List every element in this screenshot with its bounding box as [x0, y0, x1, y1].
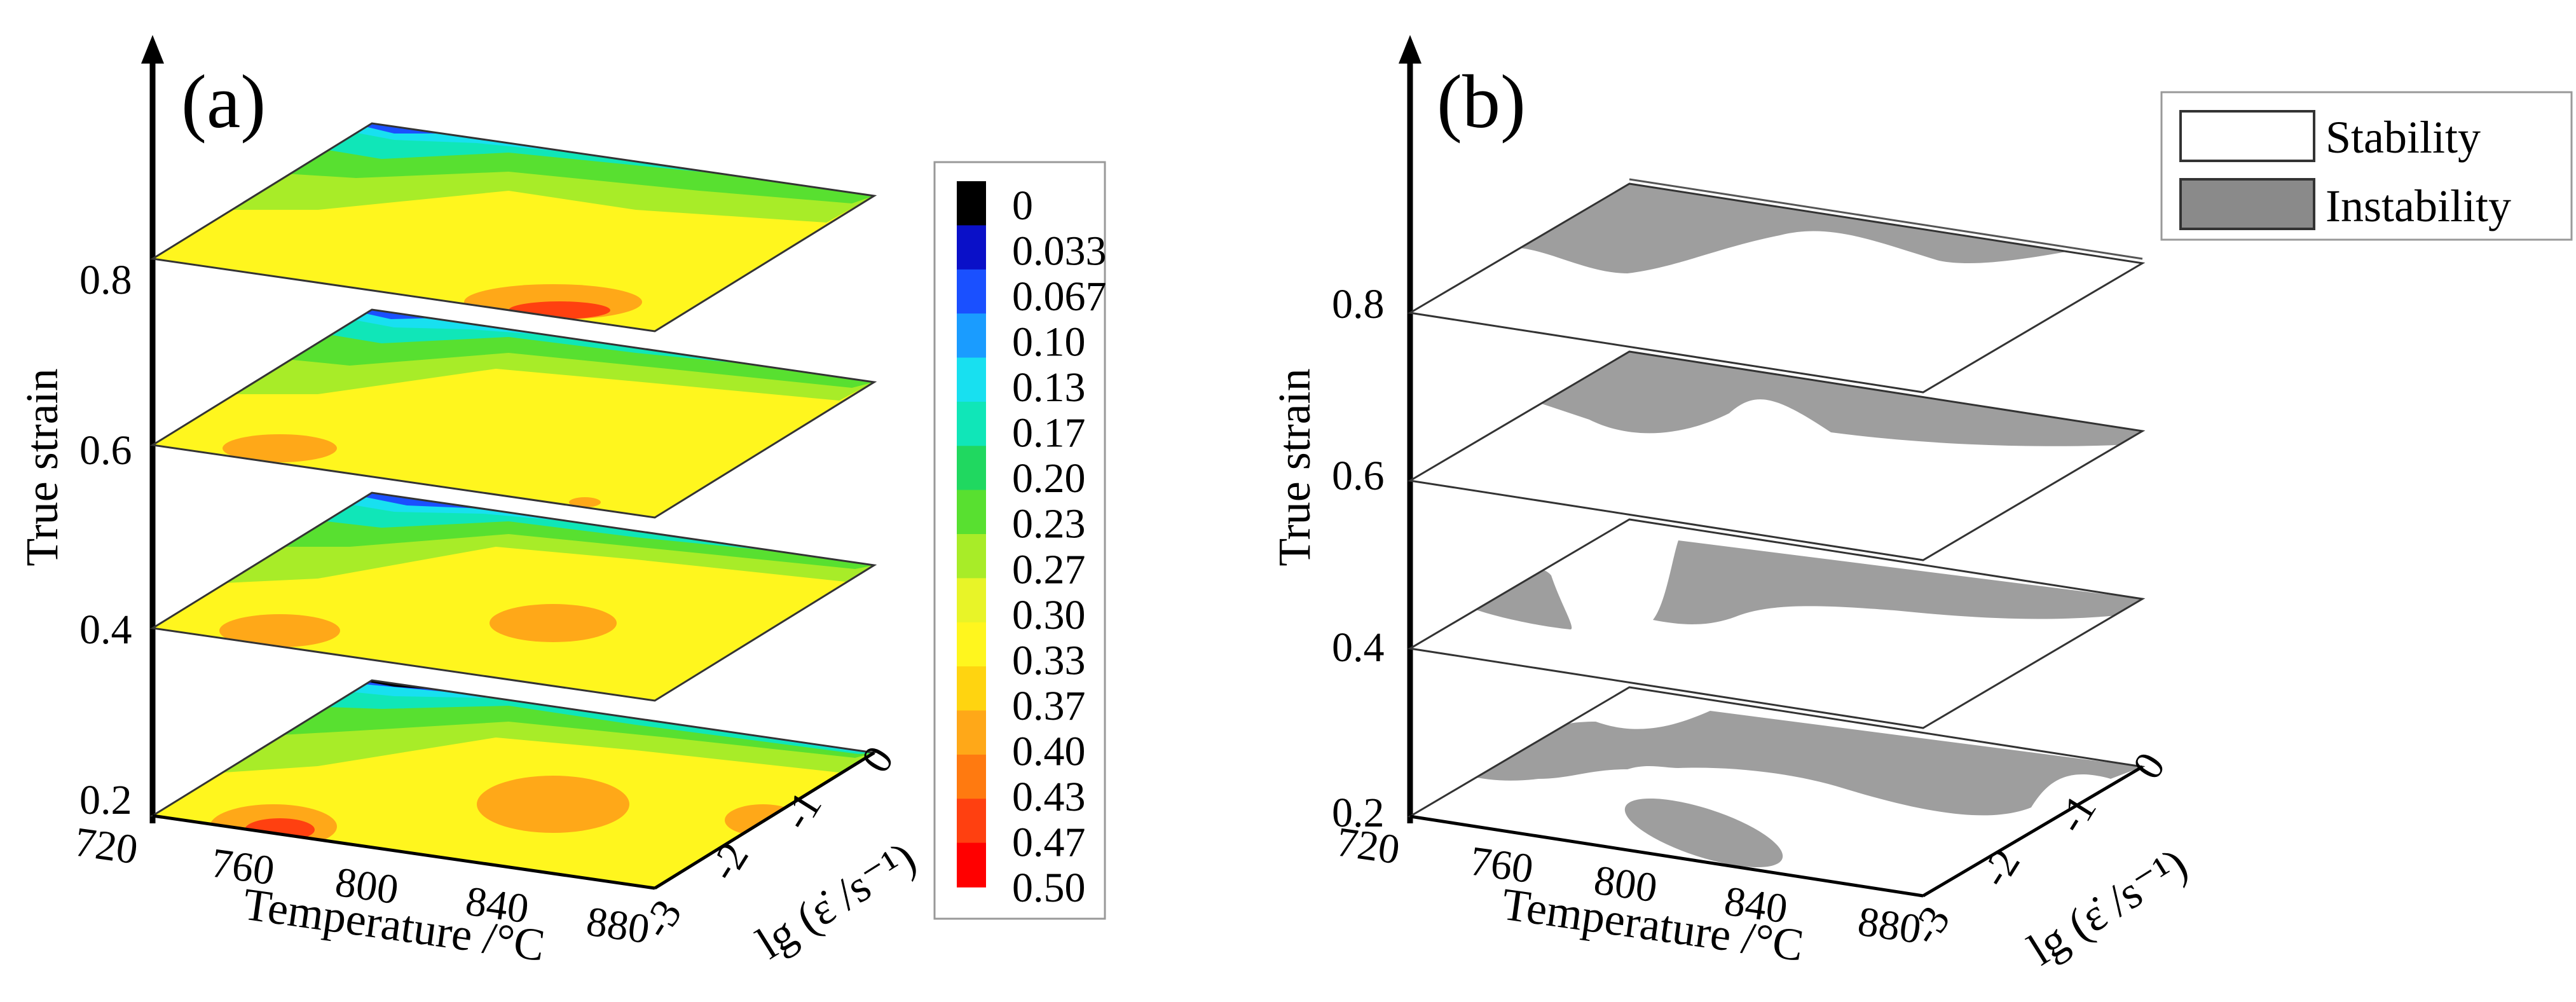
colorbar-swatch: [957, 666, 986, 711]
panel-a-plane-08-edge: [149, 122, 877, 333]
legend-label-stability: Stability: [2326, 112, 2481, 163]
panel-a-ztick-02: 0.2: [79, 777, 132, 823]
colorbar-label: 0.37: [1012, 683, 1086, 729]
panel-a-ylabel: lg (ε̇ /s⁻¹): [748, 832, 924, 969]
panel-b-plane-08: [1410, 184, 2142, 392]
panel-b-plane-08-edge: [1407, 182, 2146, 394]
panel-b-xtick-800: 800: [1591, 857, 1660, 912]
panel-b-ztick-02: 0.2: [1332, 790, 1385, 836]
colorbar-label: 0.23: [1012, 501, 1086, 547]
panel-b-xtick-760: 760: [1467, 838, 1536, 893]
legend-swatch-stability: [2179, 110, 2315, 162]
panel-b-y-axis-line: [1922, 765, 2144, 898]
colorbar-swatch: [957, 490, 986, 535]
panel-b-plane-06: [1410, 352, 2142, 560]
colorbar-swatches: [957, 181, 986, 888]
colorbar-label: 0.33: [1012, 637, 1086, 683]
colorbar-label: 0.067: [1012, 273, 1107, 320]
colorbar-swatch: [957, 181, 986, 226]
colorbar-label: 0.47: [1012, 820, 1086, 866]
panel-b-x-axis-line: [1409, 814, 1924, 898]
panel-a-xtick-800: 800: [332, 859, 401, 914]
panel-b-plane-04-edge: [1407, 518, 2146, 729]
panel-b-ylabel: lg (ε̇ /s⁻¹): [2019, 839, 2196, 975]
colorbar-swatch: [957, 446, 986, 491]
colorbar-label: 0.17: [1012, 410, 1086, 456]
panel-a-zlabel: True strain: [17, 368, 67, 566]
panel-b-xtick-720: 720: [1334, 819, 1402, 874]
colorbar-labels: 00.0330.0670.100.130.170.200.230.270.300…: [1012, 182, 1107, 911]
panel-a-ztick-04: 0.4: [79, 607, 132, 653]
panel-a-label: (a): [181, 59, 266, 144]
panel-b-ztick-04: 0.4: [1332, 624, 1385, 671]
panel-b-ztick-08: 0.8: [1332, 281, 1385, 327]
panel-b-plane-06-edge: [1407, 350, 2146, 561]
colorbar-swatch: [957, 269, 986, 314]
panel-a: (a) 0.8 0.6 0.4 0.2 True strain: [17, 35, 1107, 971]
legend-swatch-instability: [2179, 178, 2315, 230]
panel-b-plane-04: [1410, 519, 2142, 728]
colorbar-swatch: [957, 842, 986, 888]
panel-a-x-axis-line: [152, 814, 655, 890]
panel-a-plane-06-edge: [149, 308, 877, 519]
colorbar-label: 0.40: [1012, 728, 1086, 774]
panel-b-legend: Stability Instability: [2160, 91, 2573, 241]
colorbar-label: 0.43: [1012, 774, 1086, 820]
colorbar-swatch: [957, 578, 986, 623]
panel-a-y-axis-line: [654, 751, 875, 890]
panel-a-plane-04: [153, 493, 874, 701]
panel-a-ztick-08: 0.8: [79, 257, 132, 303]
panel-b-axis-arrowhead: [1399, 35, 1422, 64]
panel-b: (b) 0.8 0.6 0.4 0.2 True strain: [1269, 35, 2573, 975]
panel-b-label: (b): [1437, 59, 1526, 144]
panel-a-ztick-06: 0.6: [79, 427, 132, 474]
legend-label-instability: Instability: [2326, 181, 2511, 231]
panel-b-zlabel: True strain: [1269, 368, 1320, 566]
panel-a-plane-02: [153, 680, 874, 888]
panel-a-colorbar: 00.0330.0670.100.130.170.200.230.270.300…: [933, 161, 1107, 920]
panel-b-xtick-880: 880: [1855, 898, 1924, 953]
colorbar-swatch: [957, 225, 986, 270]
colorbar-label: 0.27: [1012, 546, 1086, 593]
panel-a-plane-06: [153, 310, 874, 518]
panel-a-xtick-720: 720: [72, 819, 140, 874]
panel-b-ytick-0: 0: [2124, 745, 2174, 787]
colorbar-label: 0.13: [1012, 364, 1086, 411]
panel-b-xtick-840: 840: [1722, 878, 1790, 933]
colorbar-label: 0.50: [1012, 865, 1086, 911]
panel-a-xtick-880: 880: [584, 898, 652, 953]
colorbar-swatch: [957, 357, 986, 402]
panel-a-ytick-0: 0: [853, 738, 903, 781]
colorbar-swatch: [957, 710, 986, 755]
colorbar-swatch: [957, 622, 986, 667]
colorbar-label: 0.033: [1012, 228, 1107, 275]
colorbar-swatch: [957, 401, 986, 447]
colorbar-swatch: [957, 534, 986, 579]
colorbar-swatch: [957, 799, 986, 844]
colorbar-label: 0.30: [1012, 592, 1086, 638]
colorbar-label: 0.10: [1012, 319, 1086, 366]
panel-a-plane-08: [153, 123, 874, 331]
panel-a-plane-04-edge: [149, 491, 877, 702]
panel-a-xtick-840: 840: [463, 878, 531, 933]
colorbar-swatch: [957, 754, 986, 800]
colorbar-label: 0.20: [1012, 455, 1086, 502]
panel-a-axis-arrowhead: [141, 35, 164, 64]
colorbar-label: 0: [1012, 182, 1033, 229]
panel-a-xtick-760: 760: [209, 840, 277, 895]
colorbar-swatch: [957, 313, 986, 359]
panel-b-ztick-06: 0.6: [1332, 453, 1385, 499]
